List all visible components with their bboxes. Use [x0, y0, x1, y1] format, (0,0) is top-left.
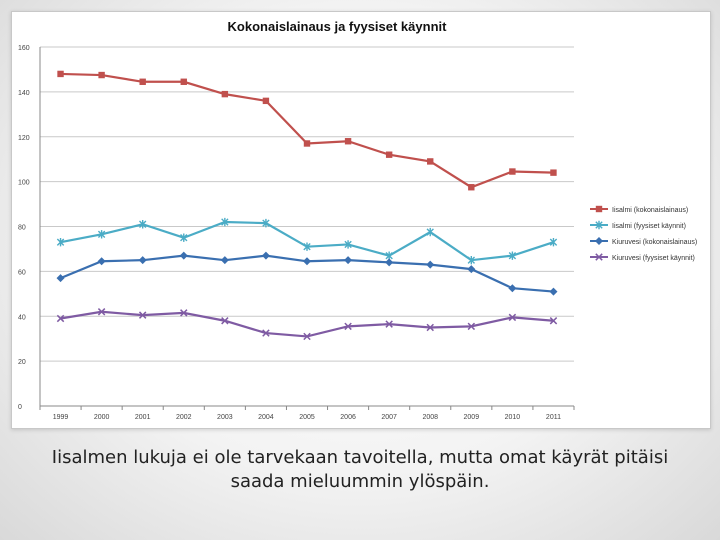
y-tick-label: 140 — [18, 90, 30, 97]
data-point — [138, 256, 147, 265]
legend-marker — [595, 237, 603, 245]
x-tick-label: 2003 — [217, 414, 233, 421]
data-point — [261, 251, 270, 260]
y-tick-label: 0 — [18, 404, 22, 411]
legend-item-1: Iisalmi (kokonaislainaus) — [590, 205, 688, 214]
data-point — [56, 238, 65, 247]
data-point — [427, 158, 434, 165]
y-tick-label: 160 — [18, 45, 30, 52]
data-point — [549, 238, 558, 247]
data-point — [139, 78, 146, 85]
y-tick-label: 20 — [18, 359, 26, 366]
series-3 — [56, 251, 558, 296]
data-point — [509, 168, 516, 175]
data-point — [426, 260, 435, 269]
data-point — [221, 317, 229, 325]
data-point — [262, 97, 270, 105]
legend-marker — [595, 205, 603, 213]
x-tick-label: 2005 — [299, 414, 315, 421]
chart-title: Kokonaislainaus ja fyysiset käynnit — [228, 19, 448, 34]
data-point — [344, 138, 352, 145]
data-point — [344, 240, 352, 249]
slide-caption: Iisalmen lukuja ei ole tarvekaan tavoite… — [20, 446, 700, 494]
data-point — [344, 322, 352, 331]
data-point — [385, 258, 394, 267]
x-tick-label: 2008 — [422, 414, 438, 421]
y-tick-label: 120 — [18, 135, 30, 142]
data-point — [180, 78, 187, 85]
data-point — [221, 90, 229, 98]
data-point — [426, 323, 434, 332]
y-tick-label: 40 — [18, 314, 26, 321]
series-4 — [56, 308, 558, 341]
data-point — [344, 256, 353, 265]
x-tick-label: 2011 — [546, 414, 561, 421]
legend-label: Iisalmi (kokonaislainaus) — [612, 207, 688, 214]
x-tick-label: 1999 — [53, 414, 69, 421]
line-chart: Kokonaislainaus ja fyysiset käynnit 0 20 40… — [18, 19, 697, 421]
legend-label: Kiuruvesi (kokonaislainaus) — [612, 239, 697, 246]
data-point — [426, 227, 434, 237]
data-point — [57, 70, 64, 78]
series-2 — [56, 217, 558, 265]
y-tick-label: 60 — [18, 269, 26, 276]
data-point — [97, 257, 106, 266]
data-point — [97, 308, 106, 316]
x-tick-label: 2002 — [176, 414, 192, 421]
x-tick-label: 2010 — [505, 414, 521, 421]
data-point — [262, 218, 270, 228]
legend-marker — [595, 220, 603, 230]
data-point — [467, 265, 476, 274]
data-point — [508, 284, 517, 293]
data-point — [138, 220, 147, 229]
data-point — [468, 184, 475, 191]
legend-item-2: Iisalmi (fyysiset käynnit) — [590, 220, 686, 230]
series-line — [60, 310, 554, 338]
legend-marker — [595, 253, 603, 261]
data-point — [262, 329, 270, 337]
legend-label: Iisalmi (fyysiset käynnit) — [612, 223, 686, 230]
series-line — [60, 220, 554, 262]
data-point — [385, 151, 393, 158]
data-point — [303, 257, 311, 266]
data-point — [179, 251, 188, 260]
data-point — [467, 255, 476, 265]
data-point — [549, 317, 558, 325]
data-point — [138, 311, 147, 319]
series-line — [60, 72, 554, 189]
caption-line-1: Iisalmen lukuja ei ole tarvekaan tavoite… — [51, 447, 669, 468]
data-point — [550, 169, 557, 176]
data-point — [549, 287, 558, 296]
legend-label: Kiuruvesi (fyysiset käynnit) — [612, 255, 695, 262]
data-point — [180, 309, 188, 317]
data-point — [97, 230, 106, 239]
legend-item-4: Kiuruvesi (fyysiset käynnit) — [590, 253, 695, 262]
data-point — [467, 322, 476, 331]
data-point — [303, 332, 311, 341]
data-point — [303, 140, 311, 147]
x-tick-label: 2000 — [94, 414, 110, 421]
series-1 — [57, 70, 557, 191]
chart-panel: Kokonaislainaus ja fyysiset käynnit 0 20 40… — [11, 11, 711, 429]
data-point — [56, 314, 65, 323]
data-point — [303, 242, 311, 251]
x-tick-label: 2001 — [135, 414, 151, 421]
x-tick-label: 2007 — [381, 414, 397, 421]
data-point — [508, 251, 517, 260]
data-point — [385, 320, 393, 328]
legend-item-3: Kiuruvesi (kokonaislainaus) — [590, 237, 697, 246]
data-point — [56, 274, 65, 283]
y-tick-label: 100 — [18, 180, 30, 187]
data-point — [221, 217, 229, 227]
x-tick-label: 2004 — [258, 414, 274, 421]
y-tick-label: 80 — [18, 225, 26, 232]
x-tick-label: 2009 — [464, 414, 480, 421]
caption-line-2: saada mieluummin ylöspäin. — [230, 471, 490, 492]
data-point — [98, 71, 105, 79]
data-point — [220, 256, 229, 265]
data-point — [508, 313, 517, 322]
x-tick-label: 2006 — [340, 414, 356, 421]
data-point — [180, 233, 188, 242]
